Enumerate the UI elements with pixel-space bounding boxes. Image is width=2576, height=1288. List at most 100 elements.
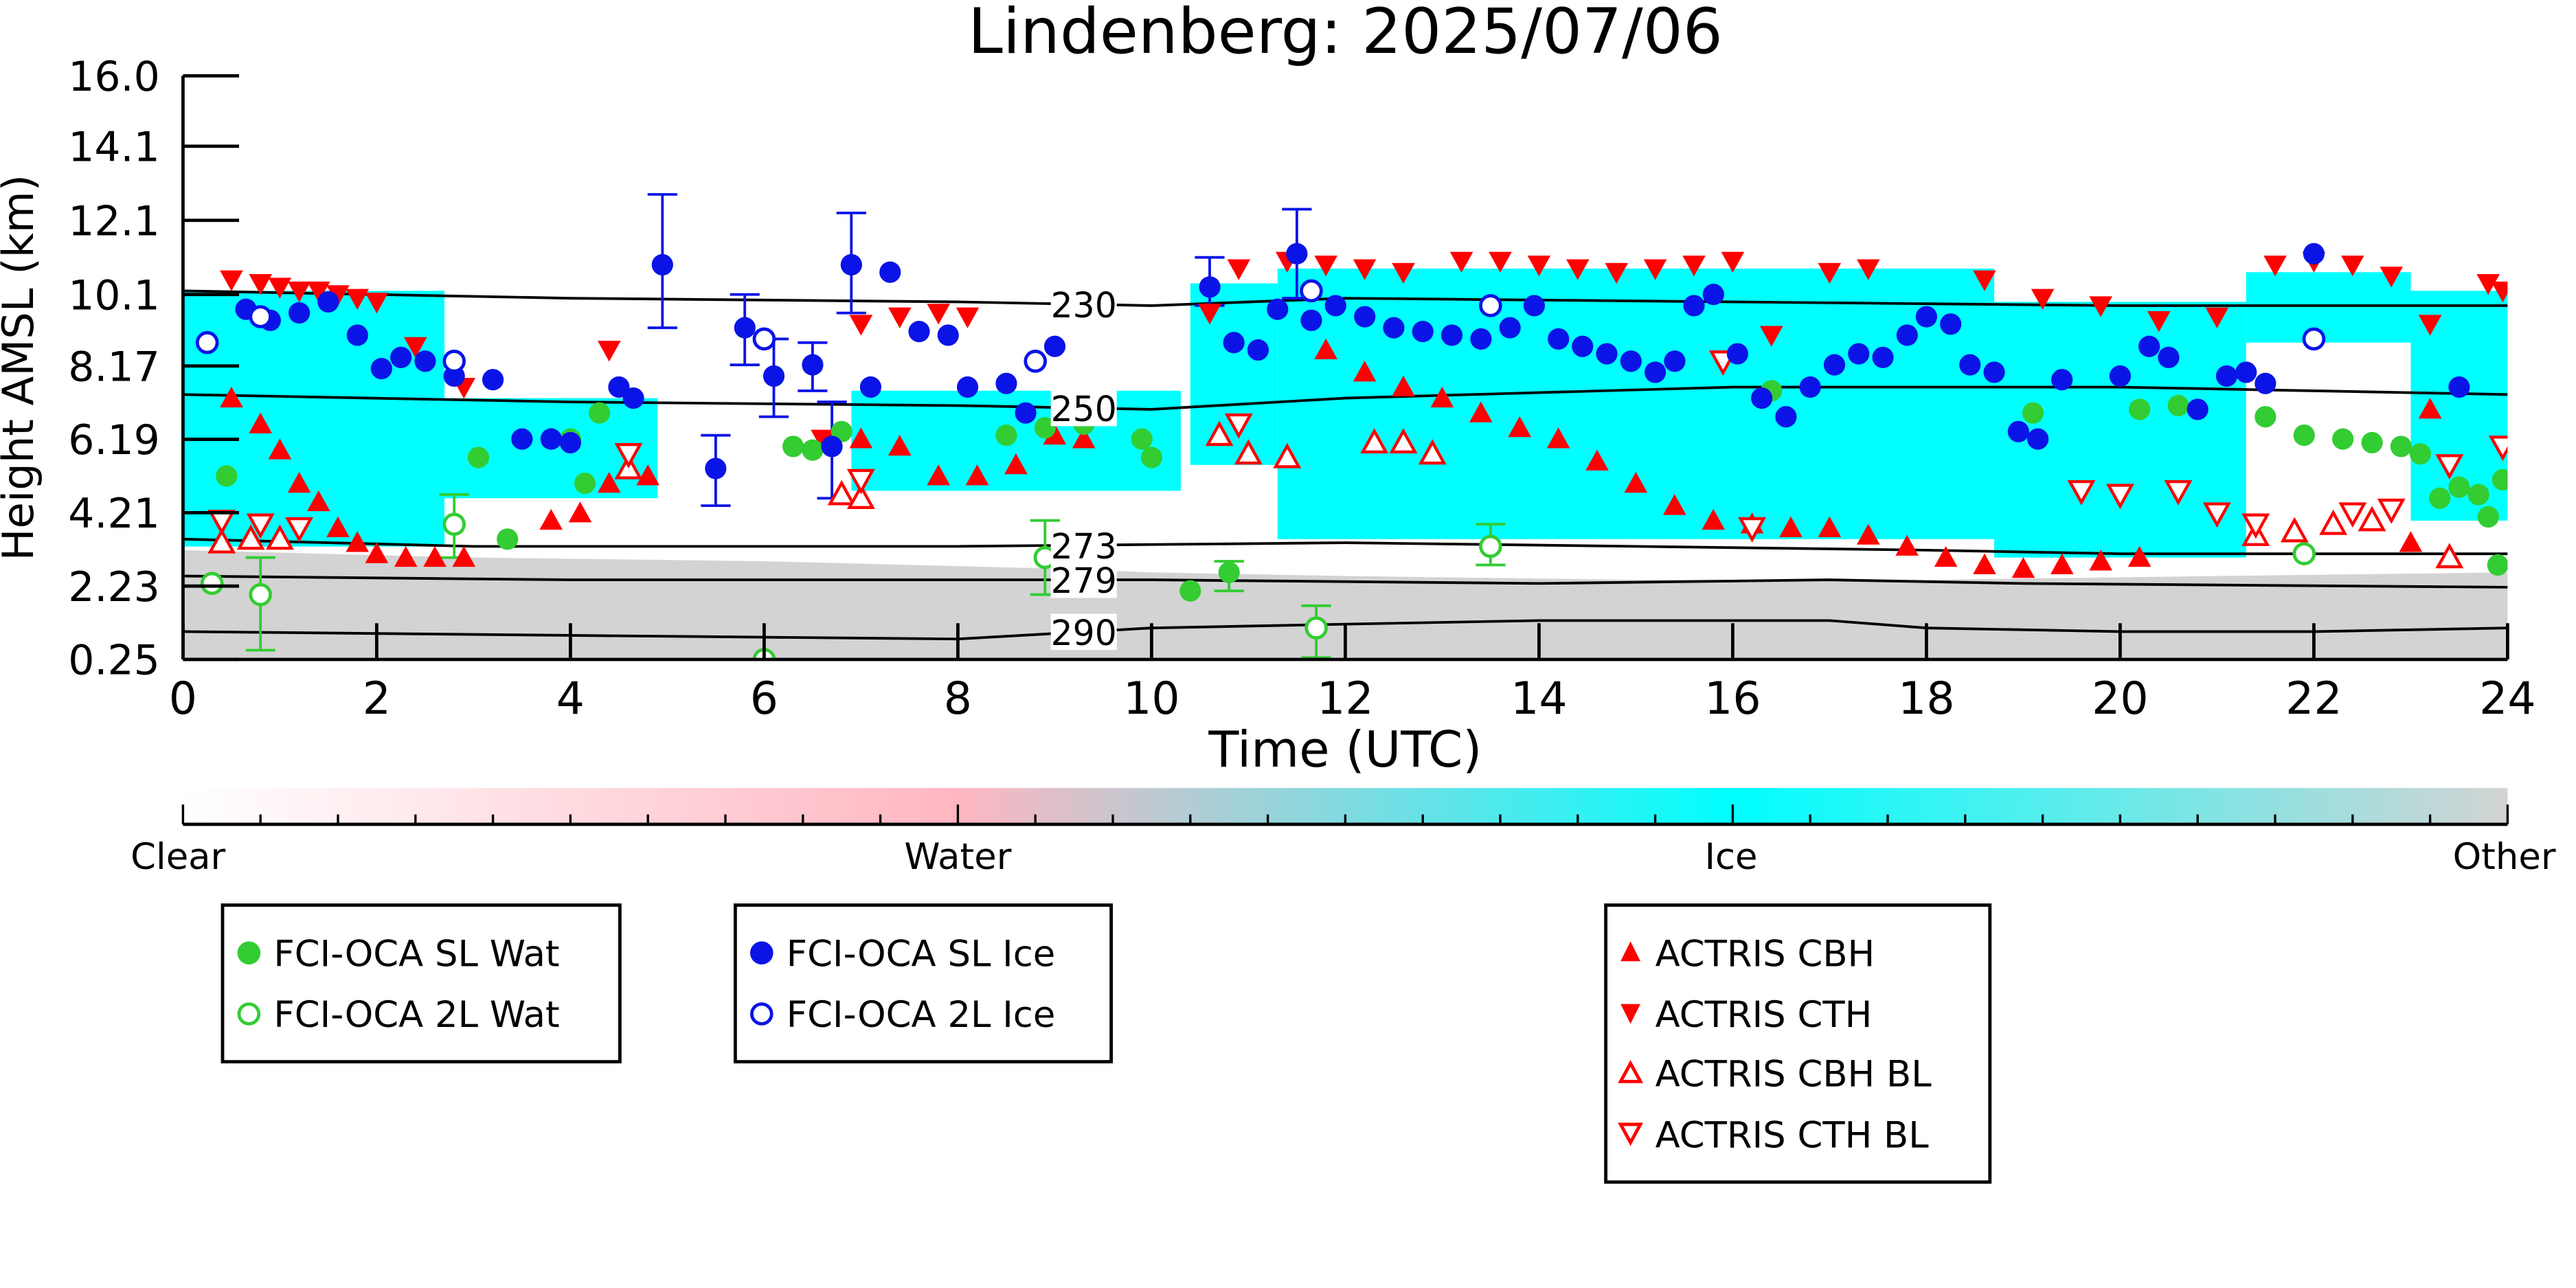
legend-ice-box: [734, 903, 1113, 1063]
chart-title: Lindenberg: 2025/07/06: [968, 0, 1723, 68]
contour-label-bg: [1050, 527, 1117, 564]
point-actris-cbh: [268, 438, 292, 460]
point-fci-oca-sl-ice: [1726, 343, 1748, 365]
legend-marker-filled-circle-green: [237, 941, 261, 964]
point-fci-oca-sl-ice: [1548, 328, 1570, 350]
contour-label-250: 250: [1051, 389, 1117, 429]
point-actris-cbh: [452, 545, 476, 567]
point-fci-oca-sl-wat: [589, 402, 611, 424]
point-actris-cth: [2089, 296, 2112, 317]
point-actris-cbh: [220, 386, 243, 408]
point-fci-oca-sl-wat: [1131, 428, 1153, 450]
point-fci-oca-sl-ice: [2303, 242, 2325, 264]
point-actris-cth: [1721, 251, 1745, 273]
point-actris-cth: [1489, 251, 1512, 273]
point-fci-oca-sl-ice: [1645, 361, 1667, 383]
point-actris-cth: [220, 270, 243, 291]
point-actris-cth: [2147, 310, 2171, 332]
point-actris-cth: [1760, 326, 1783, 347]
legend-label: ACTRIS CBH: [1656, 933, 1875, 975]
y-tick-label: 8.17: [68, 343, 160, 391]
x-tick-label: 22: [2285, 673, 2342, 725]
point-fci-oca-sl-wat: [1218, 561, 1240, 583]
point-fci-oca-2l-wat: [1479, 534, 1502, 558]
point-actris-cbh: [2127, 545, 2151, 567]
point-fci-oca-sl-ice: [1199, 276, 1221, 298]
point-fci-oca-sl-ice: [1896, 324, 1918, 346]
point-fci-oca-sl-ice: [1015, 402, 1037, 424]
point-fci-oca-2l-ice: [1300, 279, 1323, 303]
point-fci-oca-2l-ice: [195, 330, 219, 354]
point-fci-oca-sl-ice: [1915, 306, 1937, 328]
point-actris-cth-bl: [2377, 498, 2406, 524]
point-actris-cbh: [849, 427, 873, 449]
legend-marker-triangle-down: [1620, 1004, 1640, 1024]
point-fci-oca-sl-ice: [879, 261, 901, 283]
point-actris-cbh: [1392, 375, 1415, 396]
point-actris-cth-bl: [2164, 479, 2193, 506]
legend-water-entry-2l: FCI-OCA 2L Wat: [237, 994, 560, 1036]
point-actris-cbh: [927, 464, 950, 486]
point-fci-oca-sl-wat: [2448, 476, 2470, 498]
y-axis-label: Height AMSL (km): [0, 174, 43, 561]
point-fci-oca-sl-ice: [1354, 306, 1376, 328]
point-fci-oca-sl-ice: [2448, 376, 2470, 398]
point-fci-oca-2l-wat: [442, 512, 466, 536]
legend-marker-open-triangle-down: [1618, 1122, 1644, 1146]
point-actris-cth: [1314, 256, 1337, 277]
point-actris-cth-bl: [285, 517, 314, 543]
point-actris-cbh-bl: [1389, 428, 1418, 454]
point-actris-cth: [956, 307, 980, 328]
point-fci-oca-sl-ice: [995, 372, 1017, 394]
point-fci-oca-sl-ice: [1872, 346, 1894, 368]
point-fci-oca-sl-wat: [1179, 580, 1201, 602]
legend-marker-open-circle-blue: [750, 1002, 773, 1026]
x-tick-label: 14: [1511, 673, 1567, 725]
point-fci-oca-sl-ice: [1620, 350, 1642, 372]
point-fci-oca-sl-wat: [2255, 406, 2276, 428]
legend-marker-open-triangle-up: [1618, 1059, 1644, 1083]
point-actris-cth: [346, 289, 369, 310]
point-fci-oca-sl-ice: [390, 346, 412, 368]
point-fci-oca-sl-ice: [622, 387, 644, 409]
point-fci-oca-sl-ice: [956, 376, 979, 398]
point-fci-oca-sl-ice: [821, 436, 843, 457]
x-tick-label: 12: [1317, 673, 1373, 725]
point-actris-cbh: [1702, 508, 1725, 530]
point-actris-cbh: [2050, 553, 2074, 574]
point-actris-cth: [287, 281, 311, 303]
point-actris-cth-bl: [2067, 479, 2096, 506]
point-actris-cth: [1605, 262, 1628, 284]
point-actris-cth-bl: [1224, 413, 1253, 439]
y-tick-label: 14.1: [68, 123, 160, 171]
point-actris-cbh: [1779, 516, 1803, 537]
point-fci-oca-sl-wat: [2492, 468, 2508, 490]
contour-label-bg: [1050, 389, 1117, 427]
point-actris-cbh: [423, 545, 447, 567]
point-actris-cbh: [1818, 516, 1842, 537]
point-actris-cth: [326, 285, 350, 306]
point-actris-cth-bl: [846, 468, 875, 495]
point-fci-oca-sl-ice: [1267, 298, 1289, 320]
point-fci-oca-sl-ice: [1383, 317, 1405, 339]
point-fci-oca-sl-ice: [540, 428, 562, 450]
point-fci-oca-sl-ice: [1959, 354, 1981, 376]
point-actris-cth: [811, 429, 834, 451]
point-actris-cth-bl: [1738, 517, 1767, 543]
point-actris-cbh: [1430, 386, 1454, 408]
point-fci-oca-sl-wat: [2390, 436, 2412, 457]
point-fci-oca-sl-ice: [651, 253, 673, 276]
point-fci-oca-sl-ice: [734, 317, 756, 339]
point-fci-oca-sl-ice: [1572, 335, 1594, 357]
point-fci-oca-sl-wat: [2429, 487, 2451, 509]
point-actris-cbh: [1043, 423, 1067, 445]
point-actris-cbh: [1508, 416, 1531, 438]
point-fci-oca-sl-ice: [1223, 332, 1245, 354]
point-actris-cbh: [1072, 427, 1096, 449]
point-fci-oca-sl-ice: [2109, 365, 2131, 387]
point-actris-cth-bl: [2488, 436, 2508, 462]
point-fci-oca-sl-ice: [762, 365, 785, 387]
point-fci-oca-sl-wat: [2022, 402, 2044, 424]
legend-actris-entry-cbh-bl: ACTRIS CBH BL: [1618, 1054, 1932, 1096]
